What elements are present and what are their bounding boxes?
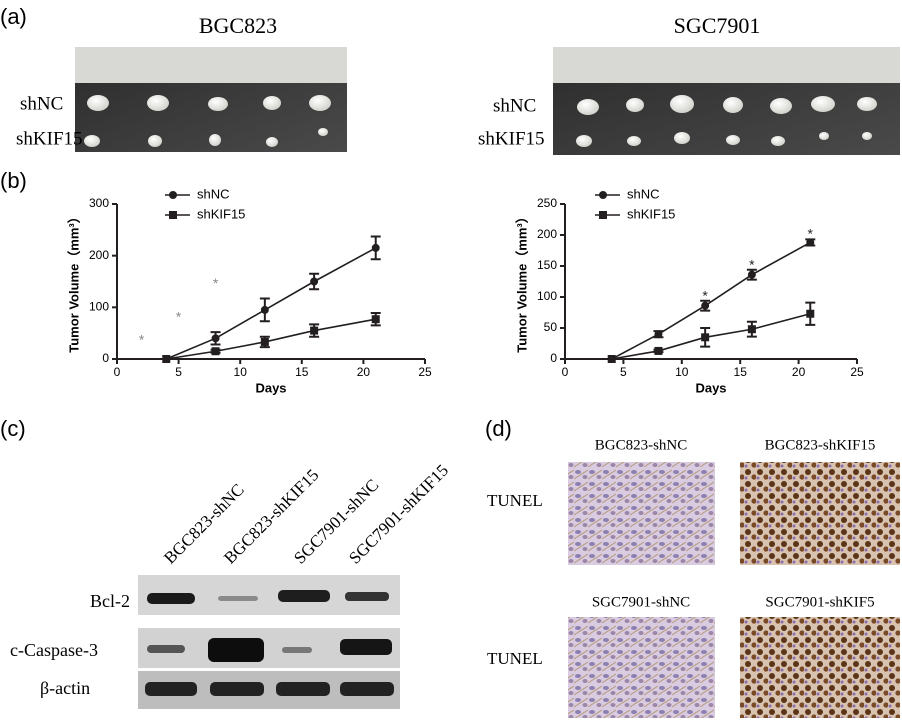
tunel-image	[740, 462, 900, 565]
significance-mark: *	[702, 288, 708, 304]
y-axis-label: Tumor Volume（mm³）	[514, 210, 529, 353]
point	[747, 270, 756, 279]
x-axis-label: Days	[695, 380, 726, 395]
panel-label: (b)	[0, 168, 27, 193]
point	[701, 301, 710, 310]
significance-mark: *	[176, 308, 182, 324]
row-label: shNC	[20, 93, 63, 114]
legend-label: shNC	[627, 186, 660, 201]
x-tick-label: 25	[850, 365, 864, 379]
series-line	[611, 241, 811, 360]
image-label: SGC7901-shKIF5	[765, 594, 874, 610]
point	[701, 333, 710, 342]
x-tick-label: 5	[620, 365, 627, 379]
row-label: shKIF15	[16, 128, 83, 149]
legend-marker	[599, 191, 607, 199]
tunel-image	[568, 462, 715, 565]
x-tick-label: 20	[792, 365, 806, 379]
y-tick-label: 150	[537, 258, 557, 272]
x-axis-label: Days	[255, 380, 286, 395]
point	[371, 243, 380, 252]
x-tick-label: 25	[418, 365, 432, 379]
western-blot	[138, 575, 400, 709]
significance-mark: *	[808, 226, 814, 242]
x-tick-label: 10	[675, 365, 689, 379]
point	[310, 277, 319, 286]
y-tick-label: 0	[102, 351, 109, 365]
protein-label: c-Caspase-3	[10, 640, 98, 660]
row-label: shNC	[493, 95, 536, 116]
protein-label: β-actin	[40, 678, 90, 698]
series-line	[166, 318, 376, 360]
point	[371, 315, 380, 324]
row-label: TUNEL	[487, 649, 543, 668]
image-title: SGC7901	[674, 13, 761, 38]
image-label: BGC823-shNC	[595, 437, 688, 453]
protein-label: Bcl-2	[90, 591, 130, 611]
panel-label: (c)	[0, 416, 26, 441]
panel-label: (a)	[0, 4, 27, 29]
y-tick-label: 250	[537, 196, 557, 210]
image-label: SGC7901-shNC	[592, 594, 690, 610]
panel-label: (d)	[485, 416, 512, 441]
y-tick-label: 200	[89, 248, 109, 262]
point	[310, 326, 319, 335]
point	[162, 355, 171, 363]
x-tick-label: 15	[295, 365, 309, 379]
significance-mark: *	[213, 275, 219, 291]
point	[607, 355, 616, 363]
tumor-photo	[75, 47, 900, 155]
point	[747, 325, 756, 334]
series-line	[165, 247, 377, 360]
legend-label: shKIF15	[197, 206, 245, 221]
point	[806, 309, 815, 318]
y-axis-label: Tumor Volume（mm³）	[66, 210, 81, 353]
legend-label: shKIF15	[627, 206, 675, 221]
tunel-image	[740, 617, 900, 718]
y-tick-label: 100	[89, 300, 109, 314]
image-label: BGC823-shKIF15	[765, 437, 876, 453]
x-tick-label: 0	[562, 365, 569, 379]
lane-label: SGC7901-shKIF15	[345, 461, 452, 568]
tunel-image	[568, 617, 715, 718]
legend-marker	[169, 211, 177, 219]
x-tick-label: 0	[114, 365, 121, 379]
legend-marker	[169, 191, 177, 199]
y-tick-label: 200	[537, 227, 557, 241]
x-tick-label: 10	[234, 365, 248, 379]
row-label: shKIF15	[478, 128, 545, 149]
row-label: TUNEL	[487, 491, 543, 510]
significance-mark: *	[749, 257, 755, 273]
y-tick-label: 0	[550, 351, 557, 365]
x-tick-label: 5	[175, 365, 182, 379]
legend-marker	[599, 211, 607, 219]
y-tick-label: 100	[537, 289, 557, 303]
point	[211, 347, 220, 356]
x-tick-label: 20	[357, 365, 371, 379]
point	[260, 305, 269, 314]
point	[654, 330, 663, 339]
series-line	[611, 312, 811, 360]
y-tick-label: 50	[544, 320, 558, 334]
significance-mark: *	[139, 332, 145, 348]
point	[211, 334, 220, 343]
y-tick-label: 300	[89, 196, 109, 210]
image-title: BGC823	[199, 13, 277, 38]
point	[806, 238, 815, 247]
point	[260, 337, 269, 346]
x-tick-label: 15	[734, 365, 748, 379]
legend-label: shNC	[197, 186, 230, 201]
point	[654, 346, 663, 355]
